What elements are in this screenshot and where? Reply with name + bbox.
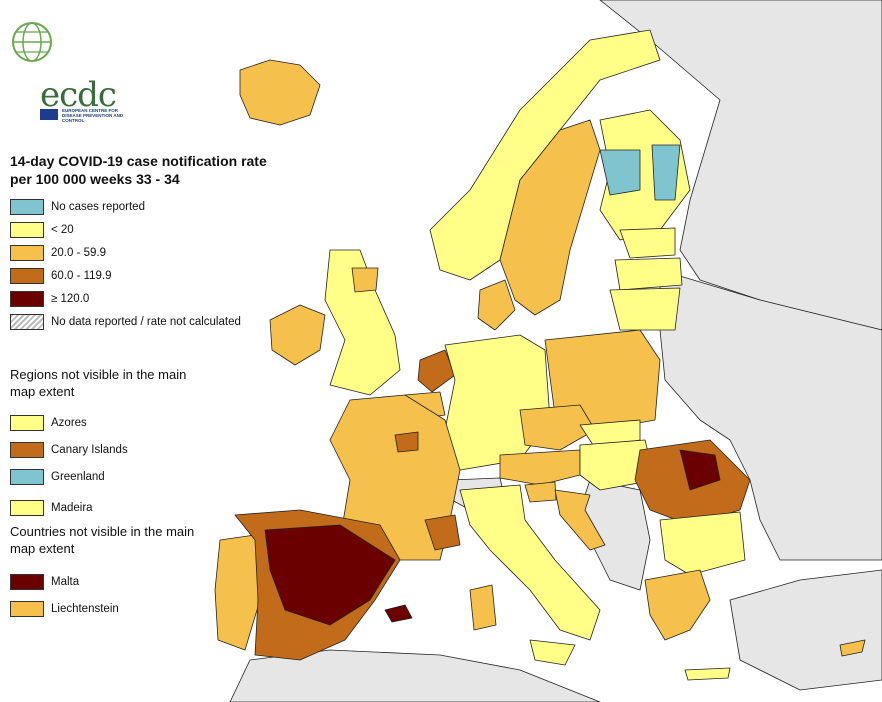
- legend-label: Canary Islands: [51, 444, 128, 456]
- legend-item: No cases reported: [10, 199, 145, 215]
- turkey-land: [729, 569, 882, 691]
- legend-item: Madeira: [10, 500, 93, 516]
- latvia: [614, 257, 683, 291]
- legend-swatch: [10, 442, 44, 458]
- legend-swatch: [10, 222, 44, 238]
- legend-item: Greenland: [10, 469, 105, 485]
- legend-swatch: [10, 469, 44, 485]
- croatia: [554, 489, 606, 551]
- eastern-europe-land: [659, 269, 882, 561]
- france: [329, 394, 461, 561]
- legend-item: Azores: [10, 415, 87, 431]
- denmark: [477, 279, 516, 331]
- france-south-east-region: [424, 514, 461, 551]
- ecdc-logo: ecdc EUROPEAN CENTRE FOR DISEASE PREVENT…: [10, 20, 123, 123]
- legend-label: 20.0 - 59.9: [51, 247, 106, 259]
- legend-swatch: [10, 291, 44, 307]
- czechia: [519, 404, 596, 451]
- legend-swatch: [10, 500, 44, 516]
- legend-label: Madeira: [51, 502, 93, 514]
- norway-land: [429, 29, 661, 281]
- ireland: [269, 304, 326, 366]
- legend-item: 60.0 - 119.9: [10, 268, 112, 284]
- legend-item: Malta: [10, 574, 79, 590]
- estonia: [619, 227, 676, 259]
- legend-label: No cases reported: [51, 201, 145, 213]
- legend-swatch: [10, 245, 44, 261]
- legend-item: Liechtenstein: [10, 601, 119, 617]
- netherlands: [417, 349, 456, 393]
- legend-label: Liechtenstein: [51, 603, 119, 615]
- legend-item: ≥ 120.0: [10, 291, 89, 307]
- sardinia: [469, 584, 497, 631]
- bulgaria: [659, 511, 746, 576]
- legend-label: 60.0 - 119.9: [51, 270, 112, 282]
- legend-label: Azores: [51, 417, 87, 429]
- cyprus: [839, 639, 866, 657]
- sweden: [499, 119, 601, 316]
- legend-label: No data reported / rate not calculated: [51, 316, 241, 328]
- iceland: [239, 59, 321, 126]
- greece: [644, 569, 711, 641]
- legend-item: < 20: [10, 222, 74, 238]
- countries-not-visible-heading: Countries not visible in the main map ex…: [10, 524, 195, 556]
- legend-swatch: [10, 268, 44, 284]
- italy: [459, 484, 601, 641]
- legend-label: Malta: [51, 576, 80, 588]
- legend-swatch: [10, 601, 44, 617]
- finland-no-cases-region: [599, 149, 641, 196]
- legend-label: ≥ 120.0: [51, 293, 90, 305]
- legend-swatch: [10, 199, 44, 215]
- sicily: [529, 639, 576, 666]
- legend-label: < 20: [51, 224, 74, 236]
- slovenia: [524, 481, 557, 503]
- logo-wordmark: ecdc: [40, 75, 117, 115]
- finland-east-no-cases-region: [651, 144, 681, 201]
- spain-central-region: [264, 524, 396, 626]
- regions-not-visible-heading: Regions not visible in the main map exte…: [10, 367, 187, 399]
- balearic-islands: [384, 604, 413, 623]
- legend-label: Greenland: [51, 471, 105, 483]
- legend-item: 20.0 - 59.9: [10, 245, 106, 261]
- map-title: 14-day COVID-19 case notification rate p…: [10, 153, 267, 187]
- russia-land: [599, 0, 882, 331]
- globe-icon: [12, 22, 52, 62]
- legend-item: Canary Islands: [10, 442, 128, 458]
- austria: [499, 449, 581, 486]
- logo-subtitle: EUROPEAN CENTRE FOR DISEASE PREVENTION A…: [62, 108, 124, 123]
- legend-swatch: [10, 314, 44, 330]
- france-paris-region: [394, 431, 419, 453]
- uk-scotland-region: [351, 267, 379, 293]
- north-africa-land: [229, 649, 601, 702]
- legend-item: No data reported / rate not calculated: [10, 314, 241, 330]
- legend-swatch: [10, 415, 44, 431]
- legend-swatch: [10, 574, 44, 590]
- lithuania: [609, 287, 681, 331]
- crete: [684, 667, 731, 681]
- eu-flag-icon: [40, 109, 58, 120]
- romania-high-region: [679, 449, 721, 491]
